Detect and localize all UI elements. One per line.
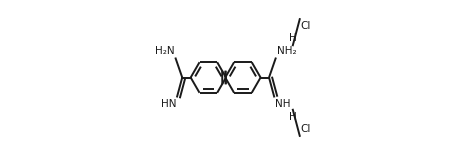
Text: NH₂: NH₂	[277, 46, 296, 56]
Text: Cl: Cl	[301, 124, 311, 134]
Text: H: H	[289, 33, 297, 43]
Text: H₂N: H₂N	[155, 46, 175, 56]
Text: H: H	[289, 112, 297, 122]
Text: NH: NH	[275, 99, 291, 109]
Text: HN: HN	[160, 99, 176, 109]
Text: Cl: Cl	[301, 21, 311, 31]
